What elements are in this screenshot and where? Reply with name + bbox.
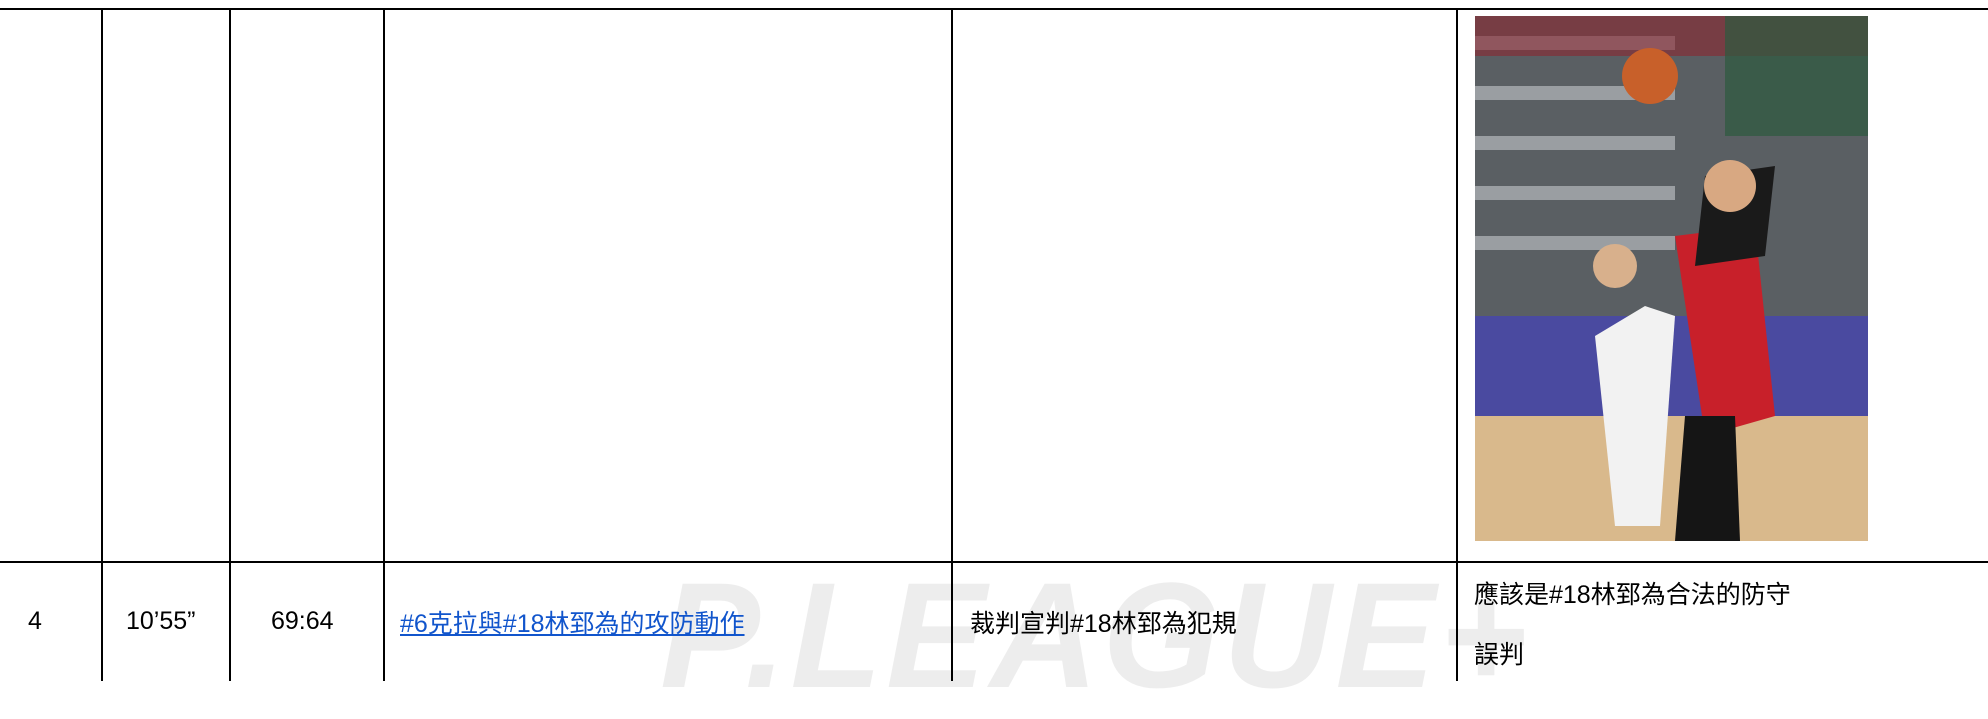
border xyxy=(1456,8,1458,681)
cell-line: 應該是#18林郅為合法的防守 xyxy=(1474,581,1791,609)
cell: 裁判宣判#18林郅為犯規 xyxy=(970,609,1237,638)
cell-line: 誤判 xyxy=(1474,641,1525,669)
cell: #6克拉與#18林郅為的攻防動作 xyxy=(400,562,745,681)
border xyxy=(101,8,103,681)
border xyxy=(383,8,385,681)
cell: 69:64 xyxy=(271,607,334,635)
cell: 4 xyxy=(28,607,42,635)
border xyxy=(0,8,1988,10)
border xyxy=(229,8,231,681)
cell: 10’55” xyxy=(126,607,196,635)
border xyxy=(0,561,1988,563)
photo xyxy=(1475,16,1868,541)
link[interactable]: #6克拉與#18林郅為的攻防動作 xyxy=(400,609,745,638)
page: {"watermark": "P.LEAGUE+", "table": {"ro… xyxy=(0,8,1988,710)
border xyxy=(951,8,953,681)
